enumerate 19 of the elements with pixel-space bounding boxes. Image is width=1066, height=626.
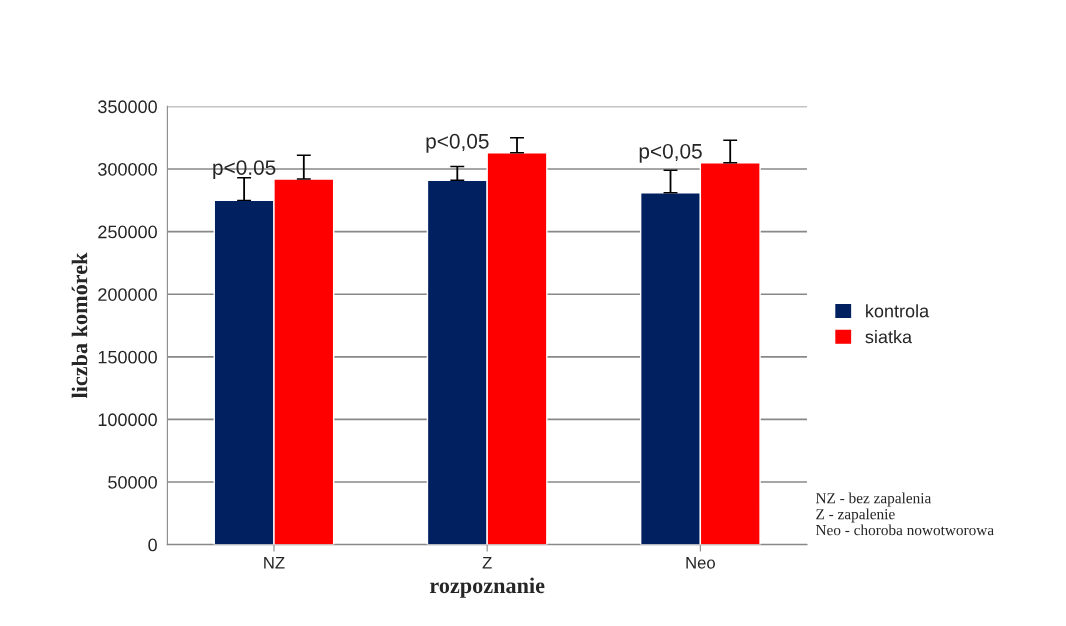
y-tick-label: 100000: [98, 413, 157, 427]
annotation: p<0,05: [639, 143, 702, 163]
y-tick-label: 150000: [98, 350, 157, 364]
y-axis-title: liczba komórek: [71, 252, 88, 399]
y-tick-label: 200000: [98, 288, 157, 301]
text: NZ - bez zapalenia Z - zapalenie Neo - choroba nowotworowa: [815, 492, 994, 536]
legend-label: kontrola: [866, 304, 930, 318]
y-tick-label: 250000: [98, 225, 157, 239]
annotation: p<0.05: [213, 160, 276, 180]
y-tick-label: 0: [148, 538, 157, 552]
y-tick-label: 50000: [108, 475, 157, 489]
legend-label: siatka: [865, 330, 913, 344]
x-tick-label: Z: [482, 557, 492, 569]
y-tick-label: 300000: [98, 162, 157, 176]
x-axis-title: rozpoznanie: [429, 577, 545, 598]
x-tick-label: Neo: [686, 557, 715, 569]
y-tick-label: 350000: [98, 100, 157, 114]
annotation: p<0,05: [426, 133, 489, 153]
x-tick-label: NZ: [264, 557, 285, 569]
